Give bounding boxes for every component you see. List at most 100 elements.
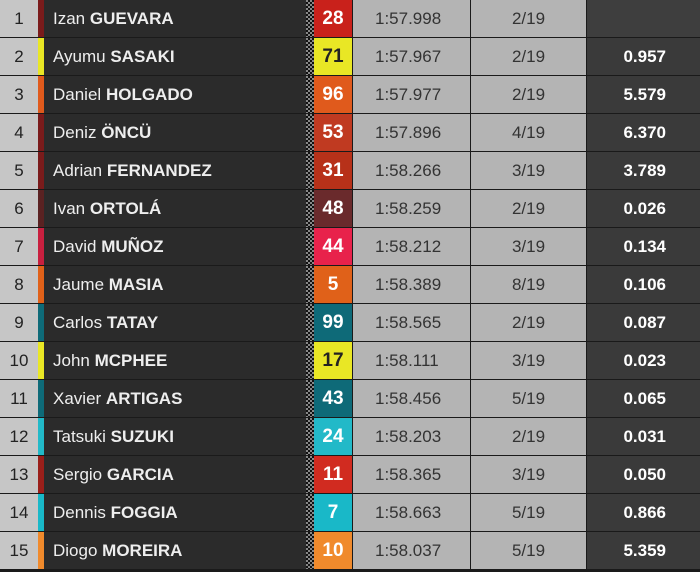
rider-name: Ivan ORTOLÁ	[44, 190, 306, 227]
team-stripe	[38, 494, 44, 531]
gap: 0.050	[587, 456, 700, 493]
result-row: 14 Dennis FOGGIA 7 1:58.663 5/19 0.866	[0, 494, 700, 531]
rider-name: John MCPHEE	[44, 342, 306, 379]
best-lap: 1:58.203	[353, 418, 470, 455]
last-name: SASAKI	[110, 47, 175, 66]
position: 4	[0, 114, 38, 151]
team-stripe	[38, 190, 44, 227]
lap-count: 2/19	[471, 0, 586, 37]
first-name: Diogo	[53, 541, 98, 560]
checkered-stripe	[306, 532, 314, 569]
best-lap: 1:58.266	[353, 152, 470, 189]
last-name: SUZUKI	[110, 427, 174, 446]
first-name: Deniz	[53, 123, 97, 142]
lap-count: 5/19	[471, 532, 586, 569]
gap: 3.789	[587, 152, 700, 189]
rider-name: Tatsuki SUZUKI	[44, 418, 306, 455]
checkered-stripe	[306, 114, 314, 151]
lap-count: 2/19	[471, 190, 586, 227]
first-name: John	[53, 351, 90, 370]
team-stripe	[38, 456, 44, 493]
position: 11	[0, 380, 38, 417]
gap: 5.359	[587, 532, 700, 569]
lap-count: 2/19	[471, 76, 586, 113]
last-name: ORTOLÁ	[89, 199, 162, 218]
checkered-stripe	[306, 456, 314, 493]
team-stripe	[38, 228, 44, 265]
rider-name: Xavier ARTIGAS	[44, 380, 306, 417]
rider-name: Deniz ÖNCÜ	[44, 114, 306, 151]
rider-number: 99	[314, 304, 352, 341]
checkered-stripe	[306, 494, 314, 531]
checkered-stripe	[306, 342, 314, 379]
lap-count: 3/19	[471, 342, 586, 379]
first-name: Daniel	[53, 85, 102, 104]
rider-number: 28	[314, 0, 352, 37]
checkered-stripe	[306, 190, 314, 227]
rider-number: 10	[314, 532, 352, 569]
team-stripe	[38, 0, 44, 37]
best-lap: 1:58.365	[353, 456, 470, 493]
result-row: 10 John MCPHEE 17 1:58.111 3/19 0.023	[0, 342, 700, 379]
rider-name: Dennis FOGGIA	[44, 494, 306, 531]
gap: 0.866	[587, 494, 700, 531]
gap: 0.957	[587, 38, 700, 75]
first-name: Carlos	[53, 313, 103, 332]
first-name: Ivan	[53, 199, 86, 218]
position: 3	[0, 76, 38, 113]
last-name: MUÑOZ	[101, 237, 164, 256]
rider-number: 44	[314, 228, 352, 265]
last-name: ÖNCÜ	[101, 123, 152, 142]
checkered-stripe	[306, 38, 314, 75]
lap-count: 4/19	[471, 114, 586, 151]
last-name: FOGGIA	[110, 503, 178, 522]
position: 5	[0, 152, 38, 189]
position: 8	[0, 266, 38, 303]
rider-name: David MUÑOZ	[44, 228, 306, 265]
result-row: 1 Izan GUEVARA 28 1:57.998 2/19	[0, 0, 700, 37]
rider-name: Jaume MASIA	[44, 266, 306, 303]
gap: 0.065	[587, 380, 700, 417]
last-name: GUEVARA	[89, 9, 174, 28]
lap-count: 8/19	[471, 266, 586, 303]
first-name: Xavier	[53, 389, 102, 408]
rider-name: Ayumu SASAKI	[44, 38, 306, 75]
team-stripe	[38, 304, 44, 341]
gap: 0.134	[587, 228, 700, 265]
result-row: 6 Ivan ORTOLÁ 48 1:58.259 2/19 0.026	[0, 190, 700, 227]
gap-empty	[587, 0, 700, 37]
rider-name: Carlos TATAY	[44, 304, 306, 341]
position: 12	[0, 418, 38, 455]
gap: 5.579	[587, 76, 700, 113]
position: 15	[0, 532, 38, 569]
rider-name: Adrian FERNANDEZ	[44, 152, 306, 189]
result-row: 2 Ayumu SASAKI 71 1:57.967 2/19 0.957	[0, 38, 700, 75]
best-lap: 1:57.998	[353, 0, 470, 37]
best-lap: 1:58.456	[353, 380, 470, 417]
checkered-stripe	[306, 228, 314, 265]
result-row: 13 Sergio GARCIA 11 1:58.365 3/19 0.050	[0, 456, 700, 493]
rider-number: 5	[314, 266, 352, 303]
best-lap: 1:57.977	[353, 76, 470, 113]
rider-name: Daniel HOLGADO	[44, 76, 306, 113]
lap-count: 5/19	[471, 494, 586, 531]
checkered-stripe	[306, 380, 314, 417]
result-row: 9 Carlos TATAY 99 1:58.565 2/19 0.087	[0, 304, 700, 341]
team-stripe	[38, 266, 44, 303]
last-name: GARCIA	[106, 465, 174, 484]
rider-number: 96	[314, 76, 352, 113]
team-stripe	[38, 418, 44, 455]
team-stripe	[38, 38, 44, 75]
team-stripe	[38, 76, 44, 113]
best-lap: 1:58.212	[353, 228, 470, 265]
result-row: 7 David MUÑOZ 44 1:58.212 3/19 0.134	[0, 228, 700, 265]
gap: 6.370	[587, 114, 700, 151]
rider-number: 7	[314, 494, 352, 531]
team-stripe	[38, 380, 44, 417]
gap: 0.106	[587, 266, 700, 303]
first-name: Izan	[53, 9, 86, 28]
first-name: David	[53, 237, 97, 256]
checkered-stripe	[306, 304, 314, 341]
rider-number: 48	[314, 190, 352, 227]
checkered-stripe	[306, 418, 314, 455]
